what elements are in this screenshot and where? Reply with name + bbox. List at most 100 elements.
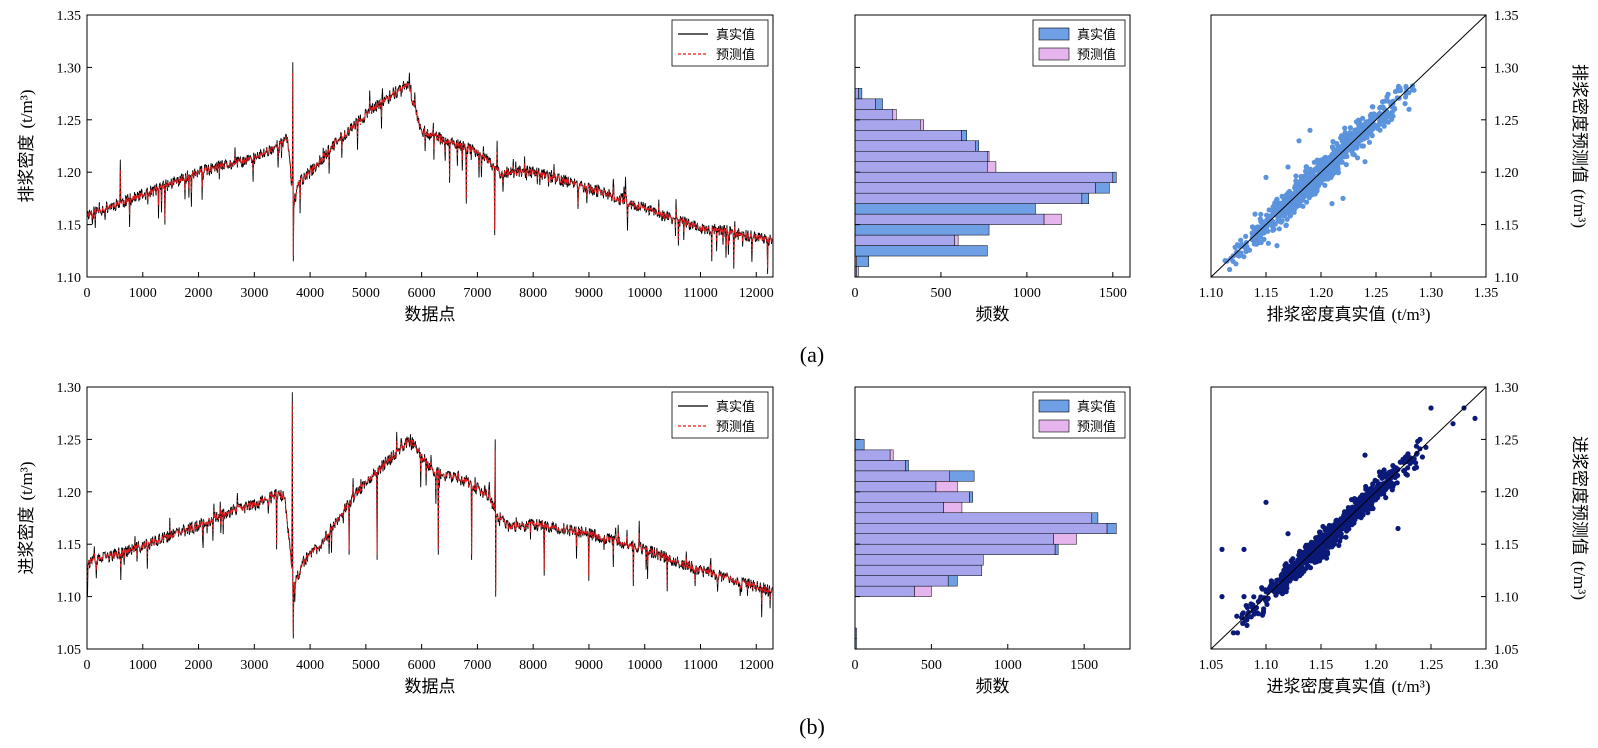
a-series-xtick-label: 11000 (683, 286, 717, 301)
a-scatter-point (1368, 112, 1374, 118)
b-scatter-point (1389, 487, 1395, 493)
a-scatter-point (1243, 240, 1249, 246)
b-scatter-point (1290, 572, 1296, 578)
a-series-xtick-label: 5000 (352, 286, 380, 301)
a-scatter-point (1351, 131, 1357, 138)
a-scatter-point (1266, 207, 1272, 213)
b-scatter-point (1388, 480, 1394, 486)
a-scatter-point (1384, 94, 1390, 100)
a-series-xtick-label: 4000 (296, 286, 324, 301)
b-scatter-point (1244, 622, 1250, 629)
b-series-frame (86, 386, 774, 650)
a-scatter-point (1290, 204, 1296, 210)
a-hist-xtick-label: 1000 (1013, 286, 1041, 301)
a-scatter-point (1276, 226, 1282, 232)
a-scatter-point (1303, 181, 1309, 187)
a-scatter-ytick-label: 1.20 (1494, 166, 1519, 181)
b-scatter-xtick-label: 1.20 (1364, 658, 1389, 673)
a-scatter-point (1364, 134, 1370, 141)
a-scatter-point (1293, 173, 1299, 179)
a-scatter-point (1369, 104, 1375, 110)
b-scatter-point (1299, 566, 1305, 572)
b-hist-bar-pred (914, 585, 932, 597)
a-scatter-point (1340, 139, 1347, 145)
a-hist-frame (854, 14, 1131, 278)
b-scatter-point (1288, 558, 1294, 564)
b-scatter-point (1378, 491, 1384, 497)
a-series-xtick-label: 8000 (519, 286, 547, 301)
a-scatter-point (1230, 258, 1236, 264)
a-hist-bar-pred (892, 109, 897, 121)
a-scatter-point (1249, 224, 1256, 230)
b-hist-bar-overlap (854, 512, 1093, 524)
a-hist-bar-overlap (854, 150, 988, 162)
b-hist-legend-true-label: 真实值 (1077, 399, 1116, 414)
a-scatter-point (1403, 94, 1409, 100)
a-scatter-point (1238, 237, 1244, 243)
a-hist-bar-pred (987, 161, 997, 173)
b-scatter-ytick-label: 1.30 (1494, 381, 1519, 396)
a-scatter-point (1277, 219, 1283, 225)
panel-b-scatter-plot: 1.051.101.151.201.251.301.05 1.10 1.15 1.20… (1199, 381, 1589, 696)
b-scatter-point (1364, 505, 1370, 511)
a-scatter-point (1365, 120, 1371, 126)
a-hist-bar-pred (954, 234, 959, 246)
b-hist-bar-pred (943, 502, 963, 514)
b-scatter-point (1313, 535, 1319, 541)
b-scatter-point (1370, 481, 1376, 487)
b-hist-bar-true (969, 491, 973, 503)
b-scatter-point (1428, 405, 1434, 411)
a-scatter-point (1335, 170, 1341, 176)
a-scatter-point (1252, 211, 1258, 217)
a-hist-bar-pred (856, 266, 859, 278)
b-scatter-point (1388, 469, 1395, 475)
b-scatter-point (1450, 421, 1456, 427)
b-scatter-point (1259, 585, 1265, 591)
b-scatter-ytick-label: 1.20 (1494, 486, 1519, 501)
a-hist-bar-true (975, 140, 979, 152)
a-scatter-point (1354, 155, 1361, 161)
a-hist-bar-overlap (854, 182, 1096, 194)
a-hist-bar-pred (987, 150, 990, 162)
b-scatter-point (1359, 492, 1365, 498)
b-scatter-point (1241, 546, 1247, 553)
a-scatter-point (1350, 139, 1356, 146)
a-scatter-point (1343, 133, 1349, 139)
caption-b: (b) (799, 714, 825, 739)
b-scatter-point (1282, 562, 1288, 568)
b-scatter-point (1401, 467, 1408, 473)
b-scatter-point (1472, 415, 1478, 421)
a-scatter-ytick-label: 1.10 (1494, 271, 1519, 286)
a-series-true-line (86, 62, 774, 274)
a-scatter-point (1342, 125, 1348, 131)
a-scatter-point (1285, 164, 1291, 170)
b-hist-bar-overlap (854, 585, 915, 597)
a-series-xlabel: 数据点 (405, 305, 456, 324)
b-scatter-point (1317, 529, 1323, 535)
b-series-xtick-label: 0 (84, 658, 91, 673)
a-scatter-point (1265, 240, 1271, 246)
a-scatter-point (1303, 168, 1309, 174)
a-scatter-point (1402, 101, 1408, 107)
a-scatter-point (1318, 176, 1324, 182)
a-scatter-point (1246, 247, 1253, 253)
b-scatter-identity-line (1210, 386, 1487, 650)
a-scatter-point (1347, 125, 1353, 131)
b-hist-bar-overlap (854, 543, 1056, 555)
a-scatter-point (1343, 162, 1349, 168)
a-hist-bar-overlap (854, 109, 894, 121)
a-scatter-point (1329, 168, 1335, 174)
a-scatter-point (1342, 154, 1348, 160)
b-scatter-point (1320, 535, 1326, 541)
a-hist-bar-overlap (854, 171, 1114, 183)
a-scatter-xtick-label: 1.25 (1364, 286, 1389, 301)
a-scatter-point (1353, 119, 1359, 125)
a-hist-bar-overlap (854, 192, 1083, 204)
b-scatter-point (1344, 528, 1350, 534)
b-scatter-point (1243, 603, 1249, 609)
b-series-xtick-label: 10000 (627, 658, 662, 673)
a-hist-bar-overlap (854, 234, 955, 246)
panel-b-series-plot: 1.05 1.10 1.15 1.20 1.25 1.30 0 1000 2000 3000 400… (17, 381, 774, 696)
